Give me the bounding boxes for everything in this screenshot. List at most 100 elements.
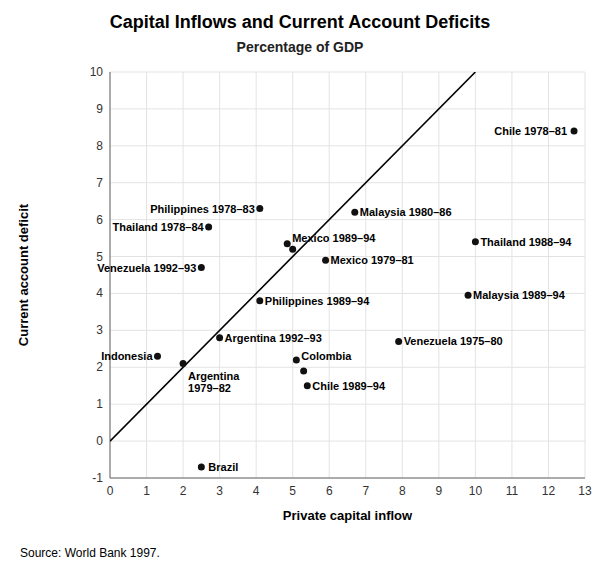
- point-label-line: Philippines 1978–83: [150, 203, 255, 215]
- point-label-line: Mexico 1979–81: [331, 254, 414, 266]
- point-label: Colombia: [301, 350, 352, 362]
- grid-line-y: [110, 404, 585, 405]
- point-label-line: Malaysia 1980–86: [360, 206, 452, 218]
- point-label-line: Chile 1989–94: [312, 380, 386, 392]
- point-label: Malaysia 1980–86: [360, 206, 452, 218]
- x-axis-label: Private capital inflow: [283, 508, 413, 523]
- point-label-line: Venezuela 1992–93: [97, 262, 196, 274]
- grid-line-x: [365, 72, 366, 478]
- tick-label-y: 6: [96, 213, 103, 227]
- y-axis: [110, 72, 111, 478]
- tick-label-y: 2: [96, 360, 103, 374]
- grid-line-y: [110, 108, 585, 109]
- point-label-line: Argentina: [188, 370, 240, 382]
- grid-line-x: [146, 72, 147, 478]
- point-label: Argentina1979–82: [188, 370, 240, 394]
- grid-line-y: [110, 72, 585, 73]
- subtitle: Percentage of GDP: [237, 39, 364, 55]
- point-label: Venezuela 1975–80: [404, 335, 503, 347]
- grid-line-y: [110, 478, 585, 479]
- point-label: Mexico 1989–94: [292, 232, 376, 244]
- point: [293, 356, 300, 363]
- point: [304, 382, 311, 389]
- point: [465, 292, 472, 299]
- tick-label-x: 11: [506, 484, 519, 498]
- point: [322, 257, 329, 264]
- point-label: Venezuela 1992–93: [97, 262, 196, 274]
- tick-label-x: 7: [362, 484, 369, 498]
- point-label-line: Mexico 1989–94: [292, 232, 376, 244]
- point: [571, 128, 578, 135]
- tick-label-y: 9: [96, 102, 103, 116]
- tick-label-x: 6: [326, 484, 333, 498]
- tick-label-x: 8: [399, 484, 406, 498]
- tick-label-y: 8: [96, 139, 103, 153]
- point-label: Philippines 1989–94: [265, 295, 370, 307]
- chart: 012345678910111213-1012345678910Indonesi…: [0, 0, 600, 572]
- grid-line-x: [110, 72, 111, 478]
- point-label: Chile 1978–81: [494, 125, 567, 137]
- point-label-line: Malaysia 1989–94: [473, 289, 566, 301]
- point-label: Thailand 1978–84: [113, 221, 205, 233]
- point: [351, 209, 358, 216]
- grid-line-y: [110, 145, 585, 146]
- grid-line-x: [183, 72, 184, 478]
- point-label-line: Philippines 1989–94: [265, 295, 370, 307]
- tick-label-y: 1: [96, 397, 103, 411]
- grid-line-x: [292, 72, 293, 478]
- point-label: Brazil: [208, 461, 238, 473]
- reference-line: [110, 72, 475, 441]
- tick-label-x: 10: [469, 484, 483, 498]
- grid-line-x: [585, 72, 586, 478]
- point-labels: Indonesia Argentina1979–82 Venezuela 1992–…: [97, 125, 572, 473]
- point-label: Chile 1989–94: [312, 380, 386, 392]
- tick-label-x: 3: [216, 484, 223, 498]
- tick-label-y: 7: [96, 176, 103, 190]
- tick-label-y: 3: [96, 323, 103, 337]
- tick-label-y: -1: [92, 471, 103, 485]
- point-label-line: Argentina 1992–93: [225, 332, 322, 344]
- y-axis-label: Current account deficit: [16, 203, 31, 346]
- tick-label-y: 4: [96, 286, 103, 300]
- x-axis: [110, 478, 585, 479]
- grid-line-x: [329, 72, 330, 478]
- grid-line-y: [110, 219, 585, 220]
- tick-label-y: 0: [96, 434, 103, 448]
- point: [256, 297, 263, 304]
- point: [198, 264, 205, 271]
- tick-label-x: 1: [143, 484, 150, 498]
- point-label-line: 1979–82: [188, 382, 231, 394]
- grid-line-x: [402, 72, 403, 478]
- tick-label-y: 10: [90, 65, 104, 79]
- point: [180, 360, 187, 367]
- point: [395, 338, 402, 345]
- grid-line-x: [256, 72, 257, 478]
- point: [300, 367, 307, 374]
- point-label-line: Indonesia: [101, 350, 153, 362]
- point: [198, 463, 205, 470]
- title: Capital Inflows and Current Account Defi…: [110, 12, 490, 32]
- point: [154, 353, 161, 360]
- tick-label-x: 4: [253, 484, 260, 498]
- point-label-line: Thailand 1978–84: [113, 221, 205, 233]
- grid-line-y: [110, 367, 585, 368]
- point-label: Philippines 1978–83: [150, 203, 255, 215]
- point: [256, 205, 263, 212]
- grid-line-x: [438, 72, 439, 478]
- tick-label-x: 0: [107, 484, 114, 498]
- tick-label-x: 13: [578, 484, 592, 498]
- tick-label-x: 12: [542, 484, 556, 498]
- point-label-line: Chile 1978–81: [494, 125, 567, 137]
- point-label-line: Venezuela 1975–80: [404, 335, 503, 347]
- point-label: Thailand 1988–94: [480, 236, 572, 248]
- grid-line-y: [110, 330, 585, 331]
- grid-line-x: [219, 72, 220, 478]
- point-label: Indonesia: [101, 350, 153, 362]
- point: [472, 238, 479, 245]
- point-label-line: Brazil: [208, 461, 238, 473]
- grid-line-y: [110, 441, 585, 442]
- point: [284, 240, 291, 247]
- point: [216, 334, 223, 341]
- point-label: Mexico 1979–81: [331, 254, 414, 266]
- tick-label-x: 2: [180, 484, 187, 498]
